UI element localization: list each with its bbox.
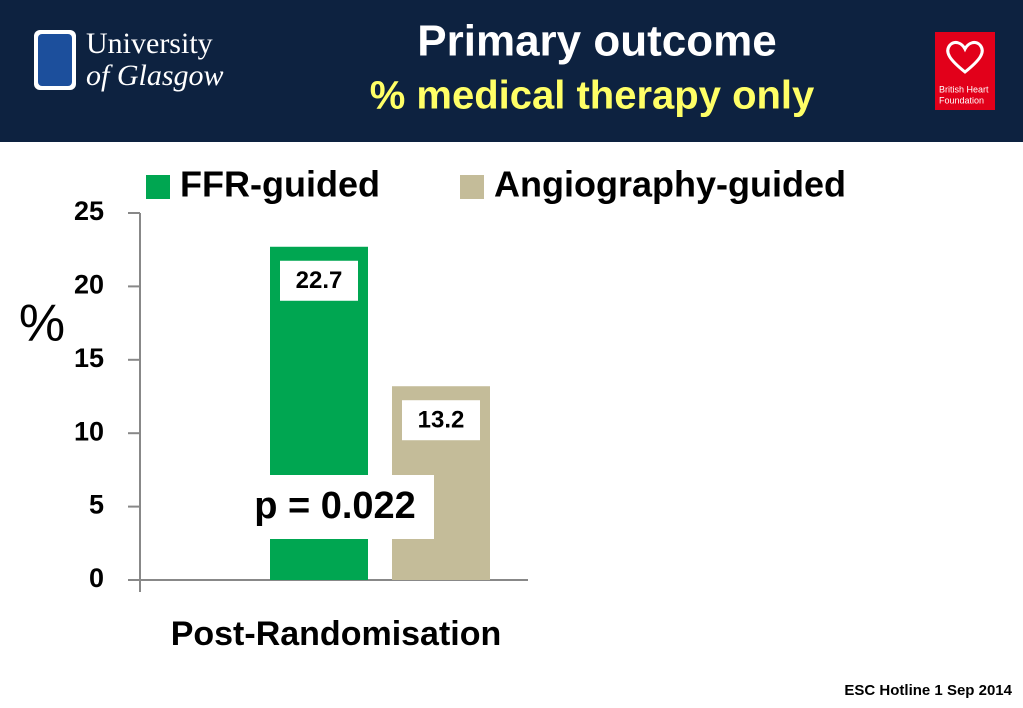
logo-text: University bbox=[86, 27, 213, 60]
value-label-box bbox=[280, 260, 358, 301]
header-band bbox=[0, 0, 1023, 142]
y-axis-label: % bbox=[19, 295, 65, 353]
legend-label: FFR-guided bbox=[180, 164, 380, 205]
annotation: p = 0.022 bbox=[254, 485, 416, 527]
chart-subtitle: % medical therapy only bbox=[370, 74, 815, 118]
glasgow-crest-inner bbox=[38, 34, 72, 86]
y-tick-label: 20 bbox=[74, 270, 104, 300]
legend-swatch bbox=[460, 175, 484, 199]
value-label: 22.7 bbox=[296, 267, 343, 294]
logo-text: British Heart bbox=[939, 84, 989, 94]
bhf-heart bbox=[946, 40, 984, 74]
value-label-box bbox=[402, 400, 480, 441]
logo-text: of Glasgow bbox=[86, 59, 224, 92]
y-tick-label: 10 bbox=[74, 416, 104, 446]
y-tick-label: 5 bbox=[89, 490, 104, 520]
logo-text: Foundation bbox=[939, 95, 984, 105]
annotation-box bbox=[236, 475, 434, 539]
x-tick-label: Post-Randomisation bbox=[171, 615, 502, 653]
footer: ESC Hotline 1 Sep 2014 bbox=[844, 682, 1012, 699]
legend-swatch bbox=[146, 175, 170, 199]
chart-title: Primary outcome bbox=[417, 17, 776, 66]
value-label: 13.2 bbox=[418, 407, 465, 434]
y-tick-label: 15 bbox=[74, 343, 104, 373]
legend-label: Angiography-guided bbox=[494, 164, 846, 205]
y-tick-label: 25 bbox=[74, 196, 104, 226]
y-tick-label: 0 bbox=[89, 563, 104, 593]
